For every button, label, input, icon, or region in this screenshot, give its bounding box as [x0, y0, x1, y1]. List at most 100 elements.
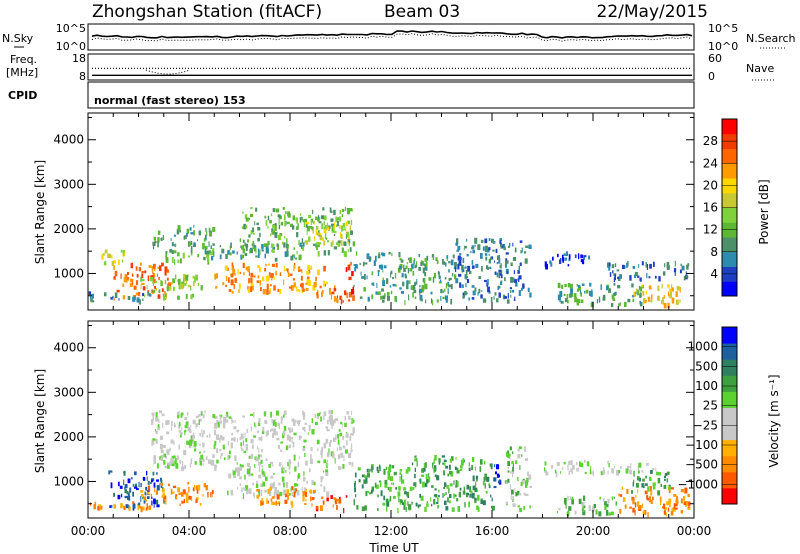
x-tick-label: 20:00 [576, 524, 611, 538]
scatter-cell [340, 232, 342, 238]
scatter-cell [644, 490, 648, 495]
scatter-cell [674, 260, 676, 267]
colorbar-segment [722, 163, 737, 179]
y-tick-label: 1000 [53, 266, 84, 280]
scatter-cell [210, 460, 214, 466]
scatter-cell [138, 292, 141, 297]
scatter-cell [507, 293, 509, 299]
scatter-cell [276, 494, 280, 500]
scatter-cell [567, 283, 571, 288]
scatter-cell [164, 279, 167, 285]
scatter-cell [140, 283, 142, 290]
scatter-cell [465, 269, 468, 276]
scatter-cell [267, 226, 269, 229]
scatter-cell [276, 431, 278, 436]
scatter-cell [155, 490, 158, 495]
scatter-cell [279, 491, 283, 497]
colorbar-segment [722, 192, 737, 208]
scatter-cell [262, 481, 265, 487]
scatter-cell [481, 289, 483, 292]
scatter-cell [143, 496, 147, 501]
scatter-cell [663, 510, 666, 515]
scatter-cell [459, 253, 462, 256]
scatter-cell [253, 412, 255, 418]
scatter-cell [244, 474, 246, 480]
scatter-cell [281, 476, 285, 482]
scatter-cell [649, 496, 652, 503]
scatter-cell [272, 246, 275, 250]
scatter-cell [645, 290, 648, 295]
scatter-cell [219, 449, 222, 452]
scatter-cell [457, 506, 461, 512]
scatter-cell [164, 290, 166, 295]
scatter-cell [232, 470, 236, 476]
scatter-cell [178, 424, 181, 430]
data-region [214, 262, 328, 295]
scatter-cell [247, 266, 250, 272]
scatter-cell [279, 288, 282, 294]
scatter-cell [266, 283, 269, 290]
scatter-cell [212, 243, 215, 246]
scatter-cell [272, 433, 274, 438]
scatter-cell [515, 460, 518, 464]
scatter-cell [375, 255, 377, 262]
scatter-cell [151, 412, 155, 416]
scatter-cell [663, 503, 666, 509]
scatter-cell [426, 501, 429, 506]
scatter-cell [340, 421, 343, 425]
scatter-cell [127, 272, 129, 275]
scatter-cell [190, 232, 194, 235]
scatter-cell [212, 489, 214, 494]
scatter-cell [521, 247, 523, 253]
y-tick-label: 4000 [53, 133, 84, 147]
scatter-cell [497, 255, 500, 260]
scatter-cell [245, 444, 249, 451]
scatter-cell [165, 456, 167, 459]
scatter-cell [490, 297, 493, 303]
scatter-cell [415, 261, 418, 268]
scatter-cell [160, 280, 163, 287]
scatter-cell [556, 461, 560, 466]
scatter-cell [340, 298, 343, 305]
scatter-cell [446, 485, 449, 489]
scatter-cell [320, 450, 323, 455]
scatter-cell [650, 486, 652, 492]
scatter-cell [442, 259, 444, 265]
scatter-cell [152, 471, 155, 476]
scatter-cell [177, 259, 180, 263]
scatter-cell [523, 505, 525, 511]
scatter-cell [129, 282, 133, 287]
scatter-cell [478, 276, 482, 279]
scatter-cell [267, 240, 270, 245]
scatter-cell [148, 293, 152, 297]
scatter-cell [138, 481, 140, 488]
scatter-cell [364, 274, 366, 280]
scatter-cell [486, 476, 490, 482]
scatter-cell [133, 285, 137, 290]
scatter-cell [261, 430, 265, 435]
scatter-cell [398, 486, 401, 491]
scatter-cell [443, 470, 446, 476]
scatter-cell [323, 415, 325, 420]
scatter-cell [402, 502, 406, 505]
scatter-cell [307, 272, 310, 275]
scatter-cell [330, 242, 333, 247]
scatter-cell [333, 233, 336, 237]
scatter-cell [361, 474, 365, 478]
scatter-cell [386, 507, 388, 512]
scatter-cell [466, 492, 469, 496]
scatter-cell [415, 502, 418, 507]
scatter-cell [454, 262, 457, 267]
scatter-cell [279, 272, 282, 276]
scatter-cell [323, 485, 326, 489]
scatter-cell [132, 491, 134, 497]
scatter-cell [602, 469, 606, 475]
scatter-cell [330, 495, 333, 499]
scatter-cell [193, 230, 196, 236]
scatter-cell [399, 469, 403, 472]
scatter-cell [303, 427, 306, 432]
scatter-cell [227, 490, 229, 496]
scatter-cell [132, 503, 136, 509]
scatter-cell [277, 214, 281, 218]
scatter-cell [562, 257, 565, 263]
